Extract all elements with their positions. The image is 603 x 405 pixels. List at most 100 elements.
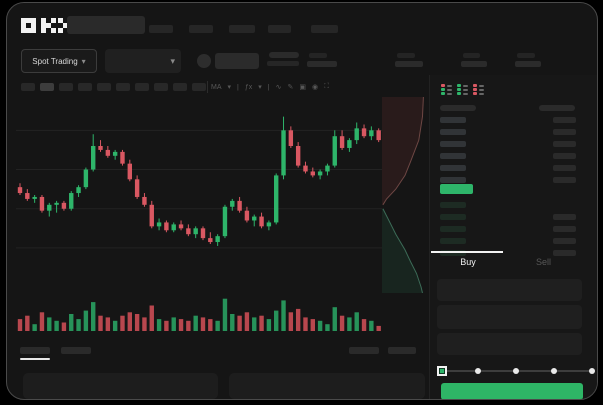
nav-item-5[interactable] — [311, 25, 338, 33]
amount-bar — [553, 153, 576, 159]
slider-stop-25[interactable] — [475, 368, 481, 374]
chevron-down-icon: ▾ — [170, 55, 175, 66]
candle-body — [237, 200, 242, 211]
bid-row[interactable] — [429, 211, 597, 223]
timeframe-button-10[interactable] — [192, 83, 206, 91]
timeframe-button-4[interactable] — [78, 83, 92, 91]
fullscreen-icon[interactable]: ⛶ — [324, 83, 329, 90]
depth-asks-area — [382, 97, 424, 205]
volume-bar — [244, 312, 250, 331]
stat-3-value — [461, 61, 487, 67]
timeframe-button-1[interactable] — [21, 83, 35, 91]
color-cell — [457, 88, 461, 91]
color-cell — [457, 84, 461, 87]
ask-row[interactable] — [429, 138, 597, 150]
ask-row[interactable] — [429, 150, 597, 162]
price-bar — [440, 141, 466, 147]
toggle-stripe — [457, 88, 468, 91]
ma-indicator-icon[interactable]: MA — [211, 83, 222, 91]
amount-bar — [553, 238, 576, 244]
chevron-down-icon[interactable]: ▾ — [258, 84, 262, 91]
volume-chart — [17, 298, 381, 331]
price-input[interactable] — [437, 279, 582, 301]
volume-bar — [25, 315, 30, 331]
draw-tool-icon[interactable]: ✎ — [287, 84, 294, 91]
volume-bar — [193, 315, 198, 331]
slider-stop-50[interactable] — [513, 368, 519, 374]
slider-stop-100[interactable] — [589, 368, 595, 374]
search-input[interactable] — [67, 16, 145, 34]
last-price-highlight[interactable] — [440, 184, 473, 194]
ask-row[interactable] — [429, 174, 597, 186]
volume-bar — [91, 302, 96, 331]
pair-select-dropdown[interactable]: ▾ — [105, 49, 181, 73]
timeframe-button-2[interactable] — [40, 83, 54, 91]
timeframe-button-6[interactable] — [116, 83, 130, 91]
line-type-icon[interactable]: ∿ — [275, 84, 282, 91]
candle-body — [17, 187, 23, 194]
volume-bar — [127, 312, 132, 331]
ask-row[interactable] — [429, 126, 597, 138]
candle-body — [215, 236, 220, 243]
tab-buy[interactable]: Buy — [431, 253, 505, 271]
chart-toolbar-icons: MA ▾ | ƒx ▾ | ∿ ✎ ▣ ◉ ⛶ — [211, 81, 361, 93]
trading-mode-selector[interactable]: Spot Trading ▾ — [21, 49, 97, 73]
ask-row[interactable] — [429, 114, 597, 126]
volume-bar — [39, 312, 45, 331]
ask-row[interactable] — [429, 162, 597, 174]
depth-bids-line — [382, 208, 423, 293]
bottom-tab-1[interactable] — [20, 347, 50, 354]
bid-row[interactable] — [429, 235, 597, 247]
volume-bar — [303, 317, 308, 331]
candle-body — [325, 165, 330, 172]
bid-row[interactable] — [429, 223, 597, 235]
candle-body — [259, 216, 264, 227]
timeframe-button-8[interactable] — [154, 83, 168, 91]
bottom-tab-3[interactable] — [349, 347, 379, 354]
nav-item-2[interactable] — [189, 25, 213, 33]
timeframe-button-3[interactable] — [59, 83, 73, 91]
tab-buy-label: Buy — [460, 257, 476, 267]
candle-body — [303, 165, 308, 172]
bottom-tab-4[interactable] — [388, 347, 416, 354]
candlestick-chart[interactable] — [16, 97, 382, 293]
timeframe-button-9[interactable] — [173, 83, 187, 91]
book-bids-toggle[interactable] — [456, 83, 469, 96]
camera-icon[interactable]: ▣ — [299, 84, 306, 91]
nav-item-3[interactable] — [229, 25, 255, 33]
volume-bar — [310, 319, 315, 331]
chevron-down-icon[interactable]: ▾ — [227, 84, 232, 91]
slider-handle[interactable] — [437, 366, 447, 376]
settings-icon[interactable]: ◉ — [311, 84, 319, 91]
nav-item-4[interactable] — [268, 25, 291, 33]
candle-body — [230, 200, 235, 207]
bid-row[interactable] — [429, 199, 597, 211]
bottom-tab-2[interactable] — [61, 347, 91, 354]
timeframe-button-5[interactable] — [97, 83, 111, 91]
candle-body — [98, 146, 103, 150]
volume-bar — [339, 315, 345, 331]
price-bar — [440, 250, 466, 256]
fx-indicator-icon[interactable]: ƒx — [244, 83, 253, 91]
volume-bar — [288, 312, 294, 331]
volume-bar — [295, 308, 301, 331]
total-input[interactable] — [437, 333, 582, 355]
toggle-stripe — [473, 84, 484, 87]
volume-bar — [266, 319, 272, 331]
volume-bar — [237, 315, 242, 331]
amount-slider[interactable] — [437, 365, 595, 377]
timeframe-button-7[interactable] — [135, 83, 149, 91]
book-both-toggle[interactable] — [440, 83, 453, 96]
amount-input[interactable] — [437, 305, 582, 329]
tab-sell[interactable]: Sell — [505, 253, 582, 271]
nav-item-1[interactable] — [149, 25, 173, 33]
book-asks-toggle[interactable] — [472, 83, 485, 96]
bid-row[interactable] — [429, 247, 597, 259]
buy-submit-button[interactable] — [441, 383, 583, 399]
orderbook-view-toggles — [440, 83, 485, 96]
price-bar — [440, 129, 466, 135]
amount-bar — [553, 226, 576, 232]
candle-body — [47, 204, 52, 211]
slider-stop-75[interactable] — [551, 368, 557, 374]
volume-bar — [200, 317, 206, 331]
